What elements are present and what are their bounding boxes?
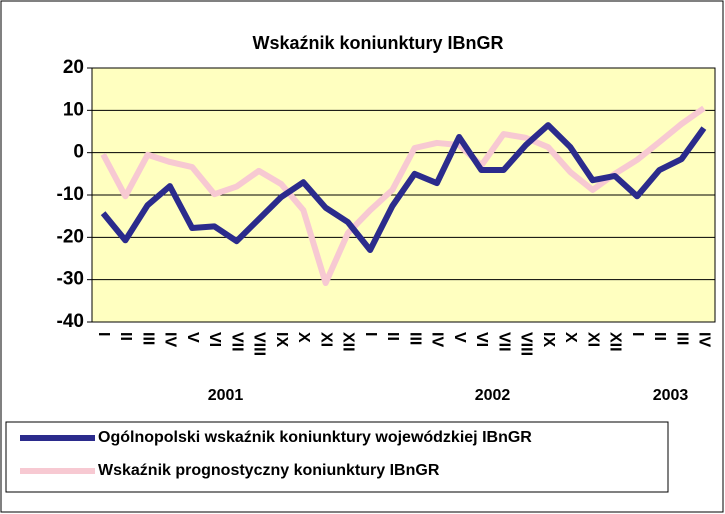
group-label: 2002 — [475, 387, 511, 404]
group-label: 2003 — [653, 387, 689, 404]
x-tick-label: VIII — [251, 332, 268, 356]
x-tick-label: IX — [540, 332, 557, 347]
series-line — [100, 122, 707, 254]
y-tick-label: -20 — [57, 226, 84, 247]
x-tick-label: X — [295, 332, 312, 343]
y-tick-label: 10 — [63, 99, 84, 120]
x-tick-label: X — [562, 332, 579, 343]
chart-title: Wskaźnik koniunktury IBnGR — [252, 33, 503, 53]
x-tick-label: IX — [273, 332, 290, 347]
x-tick-label: III — [139, 332, 156, 345]
y-tick-label: -30 — [57, 269, 84, 290]
y-tick-label: 0 — [73, 142, 84, 163]
x-tick-label: IV — [162, 332, 179, 347]
x-tick-label: II — [384, 332, 401, 341]
x-tick-label: III — [406, 332, 423, 345]
x-tick-label: VI — [206, 332, 223, 347]
x-tick-label: VIII — [518, 332, 535, 356]
x-tick-label: XI — [584, 332, 601, 347]
x-tick-label: I — [629, 332, 646, 336]
x-tick-label: XI — [317, 332, 334, 347]
x-tick-label: II — [651, 332, 668, 341]
legend-box — [5, 421, 669, 493]
series-line — [100, 105, 706, 287]
x-tick-label: XII — [607, 332, 624, 352]
y-tick-label: 20 — [63, 57, 84, 78]
x-tick-label: XII — [340, 332, 357, 352]
x-tick-label: II — [117, 332, 134, 341]
x-tick-label: V — [184, 332, 201, 343]
x-tick-label: I — [95, 332, 112, 336]
legend-label: Wskaźnik prognostyczny koniunktury IBnGR — [98, 462, 440, 479]
group-label: 2001 — [208, 387, 244, 404]
x-tick-label: IV — [696, 332, 713, 347]
legend-label: Ogólnopolski wskaźnik koniunktury wojewó… — [98, 429, 532, 446]
y-tick-label: -10 — [57, 184, 84, 205]
x-tick-label: VII — [495, 332, 512, 352]
x-tick-label: VII — [228, 332, 245, 352]
x-tick-label: III — [673, 332, 690, 345]
y-tick-label: -40 — [57, 311, 84, 332]
x-tick-label: V — [451, 332, 468, 343]
x-tick-label: IV — [429, 332, 446, 347]
x-tick-label: I — [362, 332, 379, 336]
x-tick-label: VI — [473, 332, 490, 347]
